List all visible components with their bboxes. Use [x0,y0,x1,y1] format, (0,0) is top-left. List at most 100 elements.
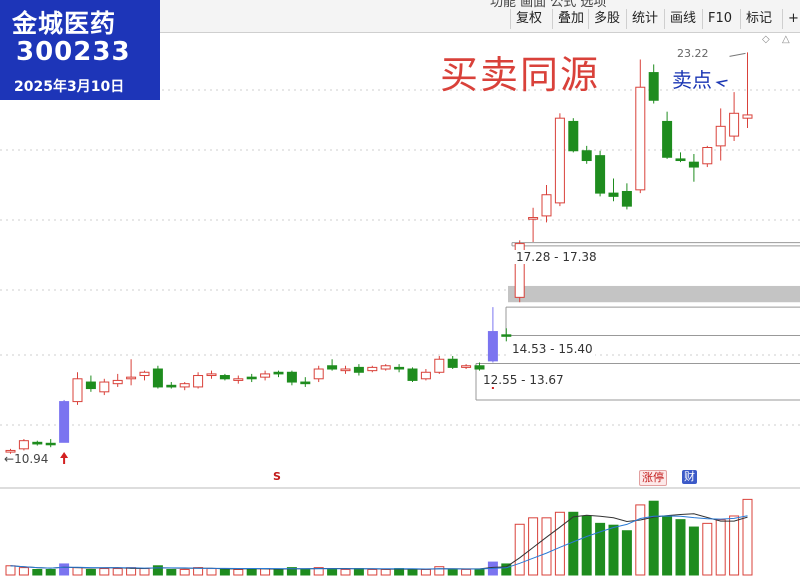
candle-body-43 [581,150,592,162]
toolbar-button-1[interactable]: 叠加 [552,9,589,29]
candle-body-31 [420,371,431,380]
start-price-label: ←10.94 [4,452,49,466]
volume-bar-17 [233,568,244,576]
candle-body-4 [59,401,70,443]
candle-body-29 [394,366,405,370]
volume-bar-27 [367,568,378,576]
volume-bar-25 [340,568,351,576]
volume-panel [5,498,753,576]
candle-body-35 [474,365,485,370]
volume-bar-15 [206,568,217,576]
volume-bar-22 [300,568,311,576]
stock-badge: 金城医药 300233 2025年3月10日 [0,0,160,100]
sell-point-label: 卖点 [672,68,712,92]
volume-bar-35 [474,568,485,576]
volume-bar-32 [434,566,445,576]
candle-body-54 [729,112,740,137]
toolbar-button-4[interactable]: 画线 [664,9,701,29]
toolbar-button-7[interactable]: +自 [782,9,800,29]
candle-body-34 [461,365,472,368]
toolbar-button-6[interactable]: 标记 [740,9,777,29]
candle-body-46 [621,190,632,207]
zone-label-mid: 14.53 - 15.40 [510,342,595,356]
volume-bar-19 [260,568,271,576]
candle-body-45 [608,192,619,197]
candle-body-55 [742,114,753,119]
volume-bar-52 [702,522,713,576]
diamond-icon[interactable]: ◇ [762,34,770,45]
candle-body-18 [246,376,257,380]
candle-body-32 [434,358,445,373]
candle-body-5 [72,378,83,403]
candle-body-52 [702,147,713,165]
volume-bar-41 [554,511,565,576]
toolbar-button-0[interactable]: 复权 [510,9,547,29]
volume-ma10-line [10,515,748,570]
volume-bar-24 [327,568,338,576]
candle-body-7 [99,381,110,393]
candle-body-14 [193,375,204,388]
volume-bar-54 [729,515,740,576]
volume-bar-37 [501,563,512,576]
volume-bar-16 [219,568,230,576]
stock-code: 300233 [16,37,131,67]
toolbar-button-2[interactable]: 多股 [588,9,625,29]
volume-bar-28 [380,568,391,576]
volume-bar-6 [85,568,96,576]
volume-bar-50 [675,519,686,576]
candle-body-17 [233,378,244,381]
volume-bar-21 [286,567,297,576]
candle-body-26 [353,366,364,373]
signal-s-tag[interactable]: S [273,470,281,483]
candle-body-15 [206,373,217,377]
volume-bar-4 [59,563,70,576]
volume-bar-55 [742,498,753,576]
volume-bar-26 [353,568,364,576]
scroll-up-icon[interactable]: △ [782,34,790,45]
volume-bar-1 [18,567,29,576]
limit-up-tag[interactable]: 涨停 [639,470,667,486]
volume-bar-40 [541,517,552,576]
volume-bar-48 [648,500,659,576]
candle-body-23 [313,368,324,380]
candle-body-49 [662,120,673,158]
candle-body-41 [554,117,565,204]
toolbar-button-5[interactable]: F10 [702,9,737,29]
candle-body-20 [273,371,284,375]
candle-body-44 [595,155,606,194]
volume-bar-20 [273,568,284,576]
candle-body-33 [447,358,458,368]
volume-bar-3 [45,568,56,576]
volume-bar-47 [635,504,646,576]
volume-bar-34 [461,568,472,576]
volume-bar-45 [608,524,619,576]
candle-body-47 [635,86,646,191]
candle-body-8 [112,379,123,385]
volume-bar-18 [246,568,257,576]
candle-body-28 [380,365,391,370]
candle-body-19 [260,373,271,378]
candle-body-42 [568,120,579,152]
volume-bar-46 [621,530,632,576]
volume-bar-14 [193,567,204,576]
candle-body-39 [528,217,539,220]
candle-body-48 [648,72,659,101]
candle-body-25 [340,368,351,372]
candle-body-40 [541,194,552,217]
volume-bar-44 [595,522,606,576]
stock-name: 金城医药 [12,9,117,38]
candle-body-0 [5,449,16,453]
candle-body-36 [487,331,498,362]
volume-bar-12 [166,568,177,576]
volume-bar-39 [528,517,539,576]
candle-body-12 [166,384,177,388]
toolbar-button-3[interactable]: 统计 [626,9,663,29]
toolbar-menu-cut: 功能 画面 公式 选项 [490,0,607,10]
candle-body-13 [179,383,190,388]
candle-body-1 [18,440,29,450]
finance-tag[interactable]: 财 [682,470,697,484]
candle-body-30 [407,368,418,381]
volume-bar-7 [99,568,110,576]
